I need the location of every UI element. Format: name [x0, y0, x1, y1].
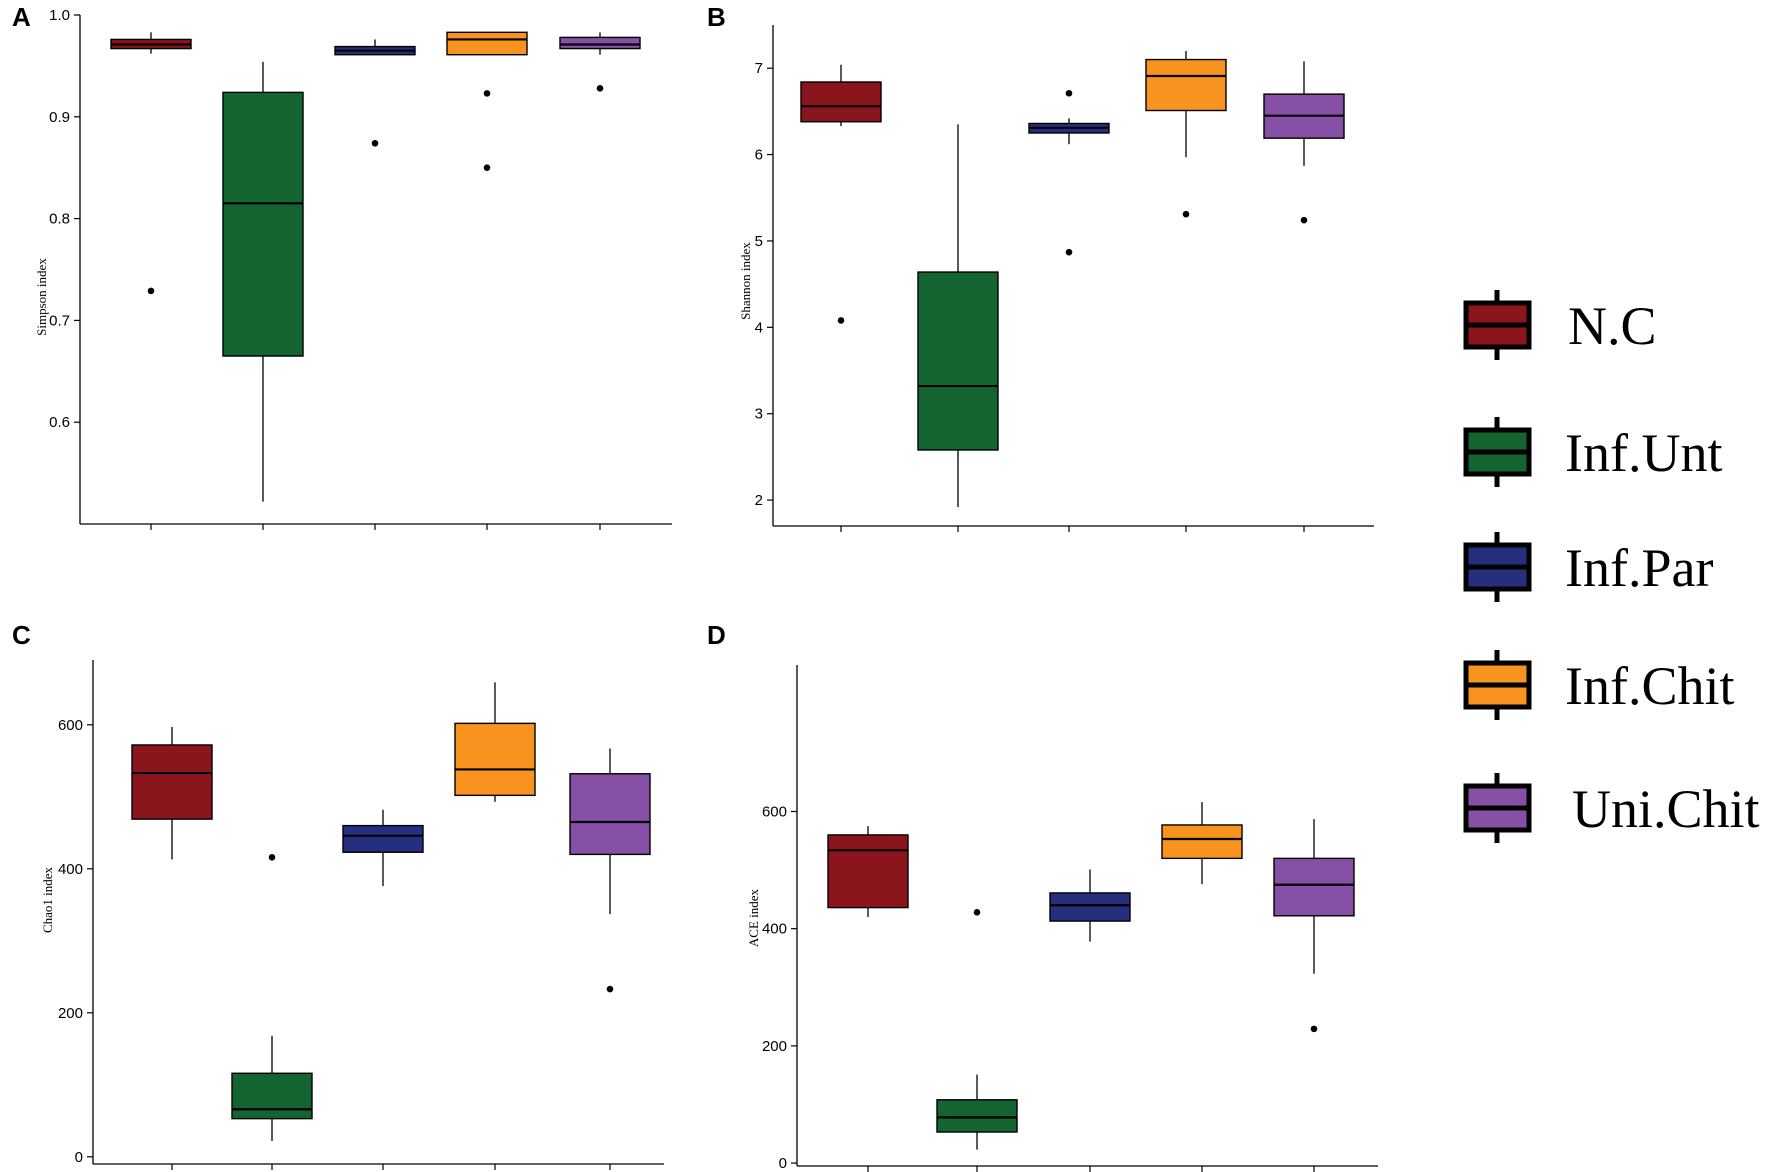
y-tick-label: 200: [58, 1005, 83, 1022]
box-uni-chit: [559, 32, 641, 530]
box-inf-chit: [1145, 50, 1227, 532]
outlier-point: [1182, 210, 1190, 218]
outlier-point: [483, 90, 491, 97]
y-tick-label: 600: [762, 803, 787, 820]
y-tick-label: 0.8: [49, 211, 70, 228]
iqr-box: [800, 81, 882, 123]
iqr-box: [1049, 892, 1131, 922]
outlier-point: [1300, 216, 1308, 224]
legend-label: Inf.Par: [1565, 538, 1713, 598]
y-tick-label: 7: [755, 60, 763, 77]
outlier-point: [973, 908, 981, 916]
box-n-c: [800, 64, 882, 532]
iqr-box: [827, 834, 909, 909]
box-inf-unt: [222, 61, 304, 530]
iqr-box: [454, 722, 536, 797]
outlier-point: [483, 164, 491, 171]
legend-item-inf-unt: Inf.Unt: [1463, 417, 1722, 487]
iqr-box: [342, 824, 424, 853]
box-inf-par: [1049, 869, 1131, 1172]
panel-d: D ACE index 0 200 400 600: [707, 620, 1378, 1172]
y-tick-label: 600: [58, 717, 83, 734]
box-inf-unt: [936, 908, 1018, 1172]
y-tick-label: 0.9: [49, 109, 70, 126]
legend-label: Inf.Chit: [1565, 656, 1735, 716]
y-tick-label: 2: [755, 492, 763, 509]
box-inf-par: [342, 809, 424, 1170]
legend-label: Inf.Unt: [1565, 423, 1722, 483]
box-inf-par: [1028, 89, 1110, 532]
y-tick-label: 400: [58, 861, 83, 878]
panel-letter: B: [707, 2, 726, 32]
legend: N.C Inf.Unt Inf.Par Inf.Chit Uni.Chit: [1463, 290, 1760, 843]
y-tick-label: 1.0: [49, 7, 70, 24]
iqr-box: [222, 91, 304, 357]
outlier-point: [837, 317, 845, 324]
y-tick-label: 6: [755, 147, 763, 164]
outlier-point: [268, 853, 276, 861]
legend-label: N.C: [1568, 296, 1657, 356]
y-tick-label: 4: [755, 319, 763, 336]
panel-b: B Shannon index 2 3 4 5 6 7: [707, 2, 1374, 532]
panel-a: A Simpson index 0.6 0.7 0.8 0.9 1.0: [12, 2, 672, 530]
panel-letter: A: [12, 2, 31, 32]
panel-letter: C: [12, 620, 31, 650]
y-tick-label: 5: [755, 233, 763, 250]
outlier-point: [1310, 1025, 1318, 1033]
box-inf-unt: [917, 124, 999, 532]
box-inf-par: [334, 39, 416, 530]
iqr-box: [131, 744, 213, 820]
outlier-point: [371, 139, 379, 147]
box-inf-unt: [231, 853, 313, 1170]
box-inf-chit: [446, 31, 528, 530]
outlier-point: [1065, 248, 1073, 256]
y-tick-label: 0.6: [49, 414, 70, 431]
y-tick-label: 400: [762, 921, 787, 938]
box-inf-chit: [454, 682, 536, 1170]
outlier-point: [606, 985, 614, 993]
outlier-point: [596, 84, 604, 92]
panel-letter: D: [707, 620, 726, 650]
legend-item-uni-chit: Uni.Chit: [1463, 773, 1760, 843]
iqr-box: [231, 1072, 313, 1120]
iqr-box: [569, 773, 651, 856]
iqr-box: [1161, 824, 1243, 860]
y-axis-title: Shannon index: [738, 242, 753, 320]
iqr-box: [446, 31, 528, 56]
y-tick-label: 0: [779, 1155, 787, 1172]
y-tick-label: 200: [762, 1038, 787, 1055]
box-inf-chit: [1161, 802, 1243, 1172]
box-uni-chit: [1273, 819, 1355, 1172]
box-uni-chit: [569, 748, 651, 1170]
y-axis-title: ACE index: [746, 888, 761, 947]
legend-label: Uni.Chit: [1572, 779, 1760, 839]
iqr-box: [1145, 58, 1227, 112]
iqr-box: [1273, 857, 1355, 917]
iqr-box: [917, 271, 999, 451]
box-uni-chit: [1263, 61, 1345, 532]
iqr-box: [559, 36, 641, 50]
y-tick-label: 0: [75, 1149, 83, 1166]
y-tick-label: 3: [755, 406, 763, 423]
legend-item-n-c: N.C: [1463, 290, 1657, 360]
y-axis-title: Simpson index: [34, 258, 49, 336]
legend-item-inf-par: Inf.Par: [1463, 532, 1713, 602]
box-n-c: [110, 32, 192, 530]
y-tick-label: 0.7: [49, 312, 70, 329]
box-n-c: [827, 826, 909, 1172]
box-n-c: [131, 726, 213, 1170]
y-axis-title: Chao1 index: [40, 866, 55, 933]
panel-c: C Chao1 index 0 200 400 600: [12, 620, 664, 1170]
legend-item-inf-chit: Inf.Chit: [1463, 650, 1735, 720]
outlier-point: [1065, 89, 1073, 97]
iqr-box: [936, 1099, 1018, 1133]
outlier-point: [147, 287, 155, 295]
